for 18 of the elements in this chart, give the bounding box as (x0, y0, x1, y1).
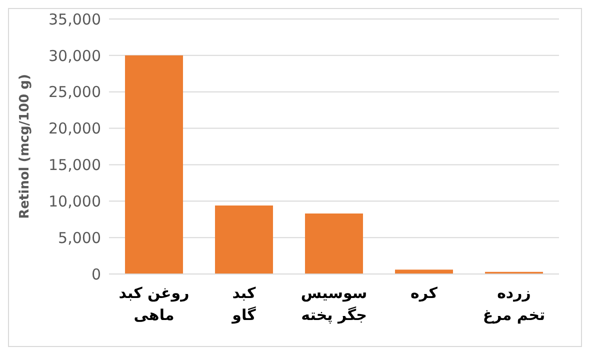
bar (395, 270, 453, 274)
y-tick-label: 20,000 (48, 120, 101, 138)
x-tick-label: کبد گاو (231, 284, 256, 324)
x-tick-label: زرده تخم مرغ (482, 284, 546, 324)
x-tick-label: روغن کبد ماهی (118, 284, 190, 324)
bar (125, 55, 183, 274)
bar (215, 206, 273, 274)
bar (305, 214, 363, 274)
y-tick-label: 25,000 (48, 83, 101, 102)
y-axis-title: Retinol (mcg/100 g) (18, 74, 33, 219)
y-tick-label: 5,000 (58, 228, 101, 247)
y-tick-label: 35,000 (48, 10, 101, 28)
x-tick-label: کره (410, 284, 438, 302)
y-tick-label: 0 (91, 265, 101, 284)
x-tick-label: سوسیس جگر پخته (300, 284, 368, 324)
y-tick-label: 15,000 (48, 156, 101, 174)
y-tick-label: 30,000 (48, 46, 101, 65)
y-tick-label: 10,000 (48, 192, 101, 210)
